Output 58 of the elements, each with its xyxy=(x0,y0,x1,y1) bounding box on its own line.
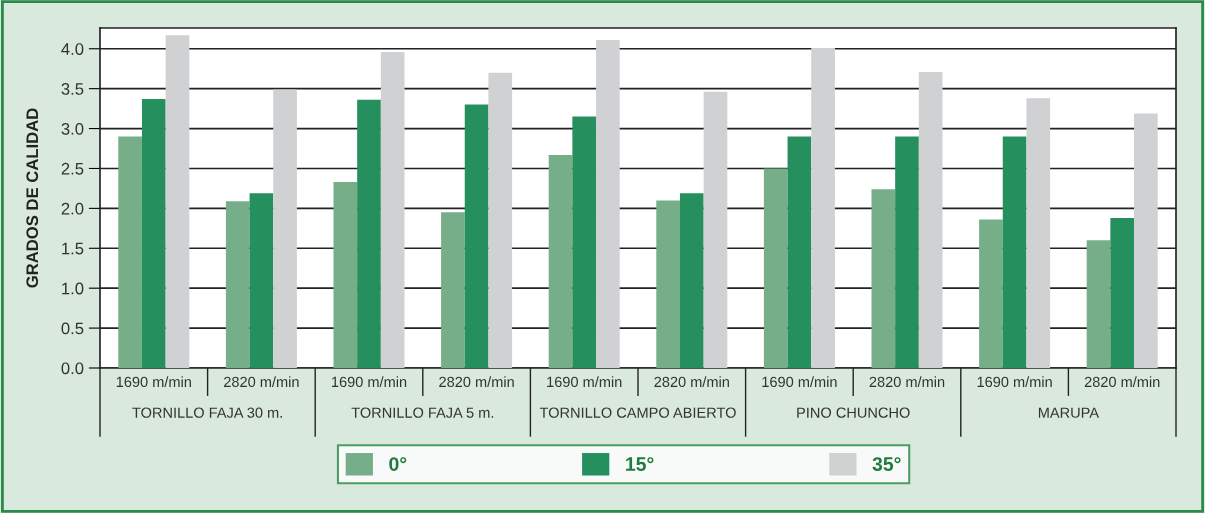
bar xyxy=(464,104,489,368)
y-tick-label: 1.5 xyxy=(62,242,84,255)
x-tick-label: 2820 m/min xyxy=(869,376,945,388)
x-tick-label: 1690 m/min xyxy=(547,376,622,388)
x-tick-label: 1690 m/min xyxy=(762,376,837,388)
bar xyxy=(165,35,190,368)
text: TORNILLO FAJA 5 m. xyxy=(351,407,494,418)
bar xyxy=(572,116,597,368)
y-tick-label: 2.5 xyxy=(61,162,84,175)
bar xyxy=(918,71,943,368)
x-tick-label: 2820 m/min xyxy=(654,376,729,388)
bar xyxy=(679,193,704,368)
bar xyxy=(871,189,896,368)
bar xyxy=(249,193,274,368)
x-tick-label: 2820 m/min xyxy=(224,376,299,388)
bar xyxy=(656,200,680,368)
bar xyxy=(225,201,250,368)
bar xyxy=(118,136,142,368)
bar xyxy=(141,99,166,368)
x-tick-label: 2820 m/min xyxy=(1084,376,1160,388)
bar xyxy=(895,136,919,368)
bar xyxy=(1134,113,1158,368)
y-tick-label: 3.5 xyxy=(61,83,84,95)
bar xyxy=(333,182,358,368)
legend-label: 35° xyxy=(872,457,901,471)
bar xyxy=(488,72,513,368)
y-axis-title: GRADOS DE CALIDAD xyxy=(26,108,39,288)
bar xyxy=(596,39,620,368)
bar xyxy=(703,91,728,368)
bar xyxy=(811,47,835,368)
text: MARUPA xyxy=(1038,407,1100,418)
x-tick-label: 1690 m/min xyxy=(977,376,1052,388)
bar xyxy=(763,168,788,368)
bar xyxy=(380,51,405,368)
bar xyxy=(1026,98,1051,368)
text: PINO CHUNCHO xyxy=(797,407,910,418)
bar xyxy=(548,154,573,368)
y-tick-label: 0.0 xyxy=(61,362,84,375)
y-tick-label: 0.5 xyxy=(61,322,84,335)
bar xyxy=(1086,240,1111,368)
bar xyxy=(1002,136,1027,368)
y-tick-label: 3.0 xyxy=(61,122,84,135)
bar xyxy=(787,136,812,368)
legend-label: 0° xyxy=(389,457,407,471)
bar xyxy=(441,212,465,368)
bar xyxy=(273,89,297,368)
y-tick-label: 2.0 xyxy=(61,202,84,215)
text: TORNILLO FAJA 30 m. xyxy=(132,407,282,418)
x-tick-label: 1690 m/min xyxy=(116,376,191,388)
bar xyxy=(979,219,1003,368)
x-tick-label: 1690 m/min xyxy=(332,376,407,388)
x-tick-label: 2820 m/min xyxy=(439,376,514,388)
bar xyxy=(1110,217,1135,368)
y-tick-label: 1.0 xyxy=(62,282,84,295)
legend-label: 15° xyxy=(626,457,654,471)
text: TORNILLO CAMPO ABIERTO xyxy=(539,407,736,418)
bar xyxy=(357,99,381,368)
y-tick-label: 4.0 xyxy=(61,43,84,55)
